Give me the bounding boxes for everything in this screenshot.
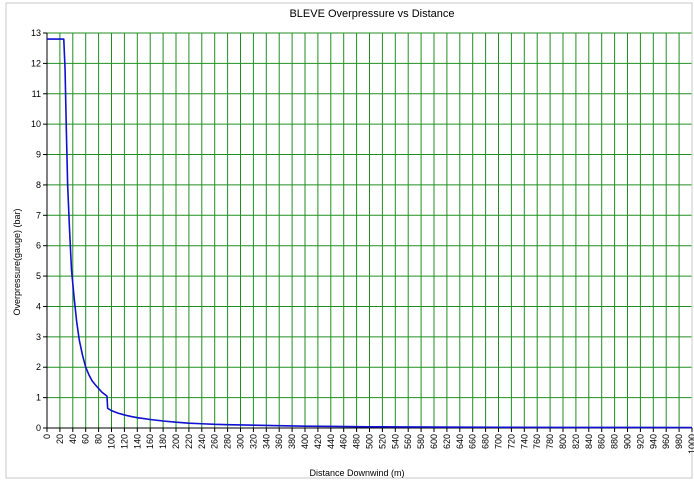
- y-tick-label: 8: [36, 180, 41, 190]
- x-axis-label: Distance Downwind (m): [309, 468, 404, 478]
- x-tick-label: 400: [300, 434, 310, 449]
- x-tick-label: 300: [236, 434, 246, 449]
- y-tick-label: 11: [32, 89, 41, 99]
- x-tick-label: 200: [171, 434, 181, 449]
- x-tick-label: 680: [481, 434, 491, 449]
- x-tick-label: 80: [94, 434, 104, 444]
- y-tick-label: 5: [36, 271, 41, 281]
- y-tick-label: 12: [31, 58, 41, 68]
- x-tick-label: 600: [429, 434, 439, 449]
- x-tick-label: 700: [494, 434, 504, 449]
- x-tick-label: 720: [506, 434, 516, 449]
- x-tick-label: 540: [390, 434, 400, 449]
- x-tick-label: 640: [455, 434, 465, 449]
- x-tick-label: 480: [352, 434, 362, 449]
- chart-title: BLEVE Overpressure vs Distance: [289, 8, 454, 20]
- y-tick-label: 2: [36, 362, 41, 372]
- x-tick-label: 460: [339, 434, 349, 449]
- x-tick-label: 780: [545, 434, 555, 449]
- x-tick-label: 560: [403, 434, 413, 449]
- x-tick-label: 920: [635, 434, 645, 449]
- x-tick-label: 60: [81, 434, 91, 444]
- x-tick-label: 380: [287, 434, 297, 449]
- x-tick-label: 880: [610, 434, 620, 449]
- x-tick-label: 220: [184, 434, 194, 449]
- x-tick-label: 320: [248, 434, 258, 449]
- x-tick-label: 960: [661, 434, 671, 449]
- y-tick-label: 7: [36, 210, 41, 220]
- chart-frame: [5, 2, 693, 479]
- y-tick-label: 0: [36, 423, 41, 433]
- x-tick-label: 500: [365, 434, 375, 449]
- y-tick-label: 9: [36, 150, 41, 160]
- x-tick-label: 40: [68, 434, 78, 444]
- y-axis-label: Overpressure(gauge) (bar): [12, 208, 22, 315]
- y-tick-label: 6: [36, 241, 41, 251]
- y-tick-label: 3: [36, 332, 41, 342]
- y-tick-label: 1: [36, 393, 41, 403]
- x-tick-label: 660: [468, 434, 478, 449]
- x-tick-label: 620: [442, 434, 452, 449]
- x-tick-label: 240: [197, 434, 207, 449]
- x-tick-label: 740: [519, 434, 529, 449]
- series-line-0: [47, 38, 693, 429]
- x-tick-label: 820: [571, 434, 581, 449]
- x-tick-label: 940: [648, 434, 658, 449]
- series-layer: [47, 38, 693, 429]
- x-tick-label: 100: [107, 434, 117, 449]
- grid: [47, 32, 693, 428]
- x-tick-label: 440: [326, 434, 336, 449]
- x-tick-label: 260: [210, 434, 220, 449]
- x-tick-label: 420: [313, 434, 323, 449]
- x-tick-label: 900: [623, 434, 633, 449]
- x-tick-label: 140: [132, 434, 142, 449]
- y-tick-label: 13: [31, 28, 41, 38]
- x-tick-label: 800: [558, 434, 568, 449]
- x-tick-label: 180: [158, 434, 168, 449]
- y-tick-label: 4: [36, 301, 41, 311]
- x-tick-label: 580: [416, 434, 426, 449]
- x-tick-label: 860: [597, 434, 607, 449]
- x-tick-label: 280: [223, 434, 233, 449]
- y-tick-label: 10: [31, 119, 41, 129]
- x-tick-label: 360: [274, 434, 284, 449]
- x-tick-label: 520: [377, 434, 387, 449]
- x-tick-label: 340: [261, 434, 271, 449]
- x-tick-label: 980: [674, 434, 684, 449]
- x-tick-label: 160: [145, 434, 155, 449]
- x-tick-label: 760: [532, 434, 542, 449]
- x-tick-label: 120: [119, 434, 129, 449]
- x-tick-label: 20: [55, 434, 65, 444]
- x-tick-label: 0: [42, 434, 52, 439]
- x-tick-label: 840: [584, 434, 594, 449]
- x-tick-label: 1000: [687, 434, 694, 454]
